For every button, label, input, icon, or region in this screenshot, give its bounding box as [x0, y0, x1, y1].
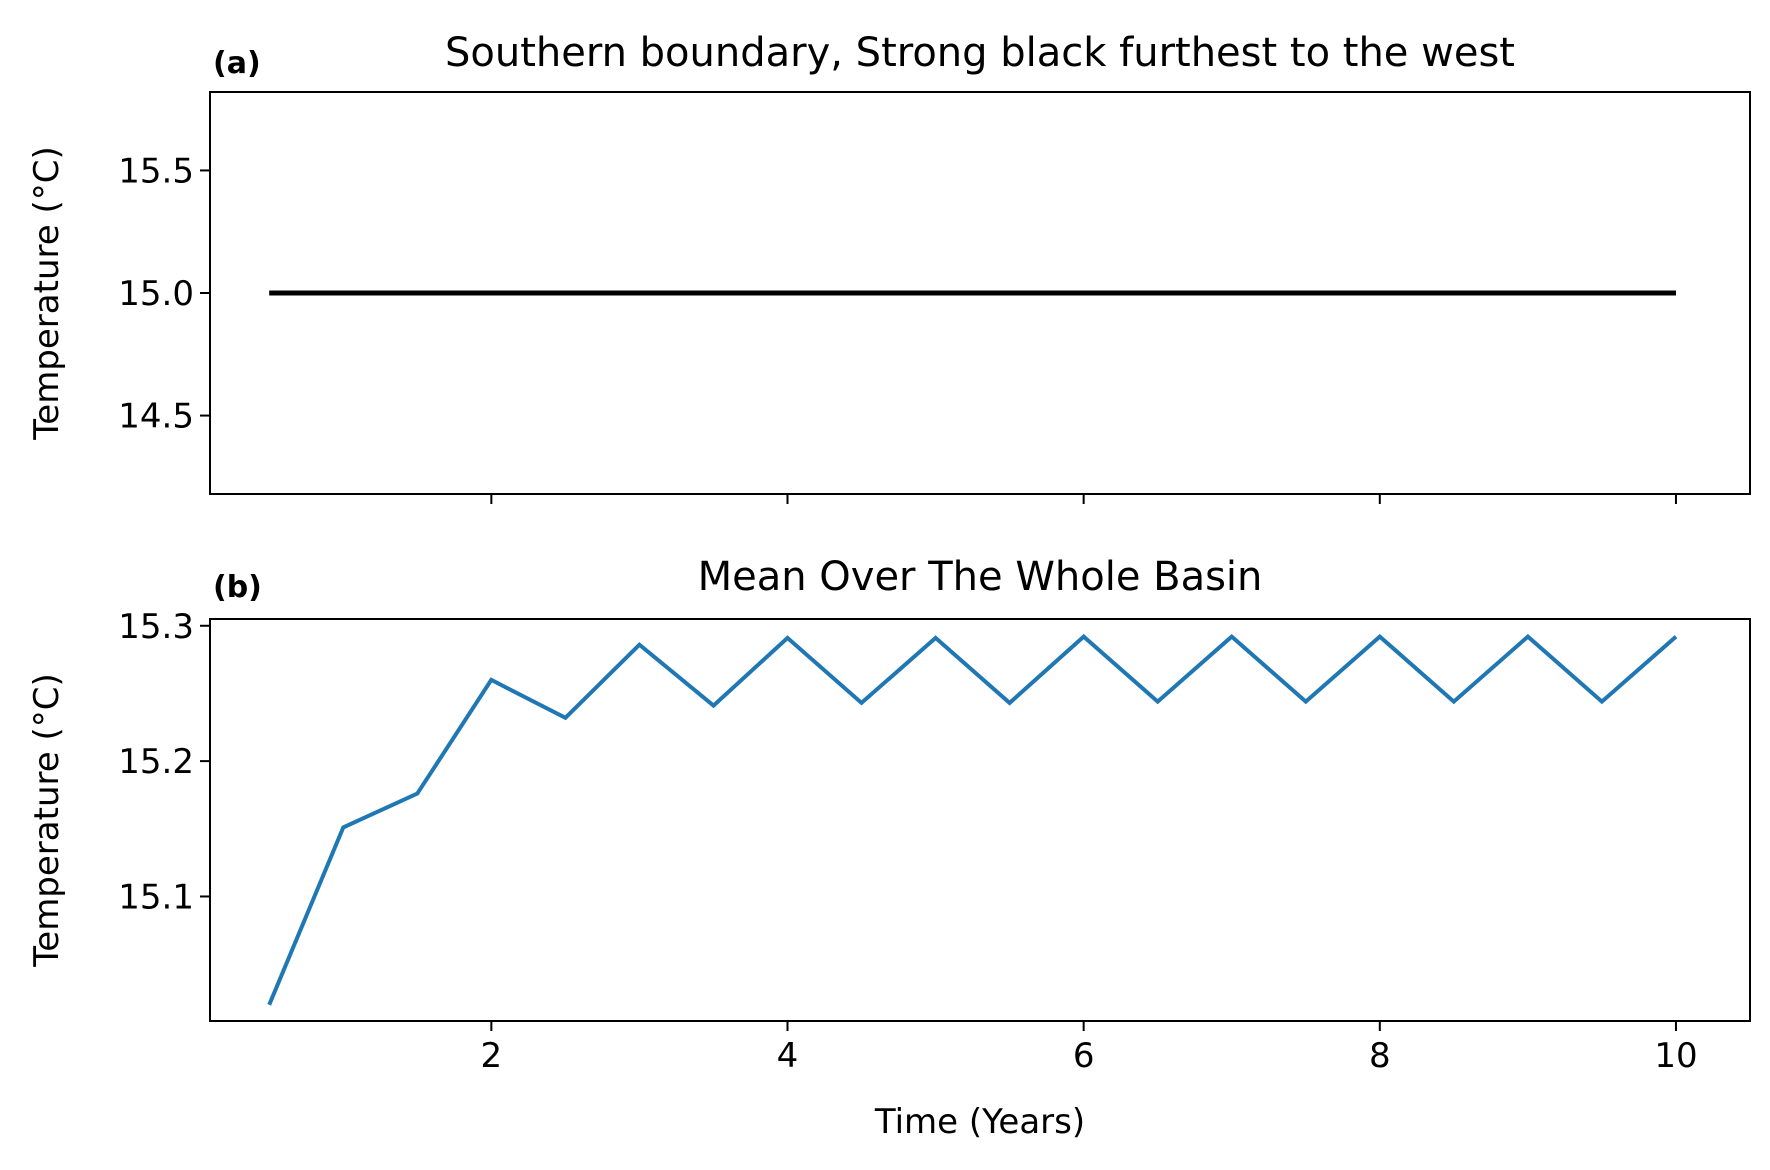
- panel-a: (a) Southern boundary, Strong black furt…: [27, 30, 1751, 504]
- panel-a-x-axis: [490, 494, 1677, 504]
- panel-b-letter: (b): [213, 570, 262, 605]
- panel-b: (b) Mean Over The Whole Basin 15.115.215…: [27, 554, 1751, 1142]
- panel-b-title: Mean Over The Whole Basin: [698, 554, 1263, 600]
- panel-a-ytick-label: 15.0: [118, 274, 194, 314]
- panel-a-letter: (a): [213, 46, 261, 81]
- panel-b-xtick-label: 2: [481, 1036, 503, 1076]
- panel-a-ytick-label: 15.5: [118, 151, 194, 191]
- panel-b-x-axis: 2 4 6 8 10: [481, 1021, 1698, 1076]
- panel-b-xtick-label: 4: [777, 1036, 799, 1076]
- panel-b-plot-area: [267, 633, 1678, 1006]
- panel-a-title: Southern boundary, Strong black furthest…: [445, 30, 1515, 76]
- panel-b-ytick-label: 15.1: [118, 877, 194, 917]
- panel-b-xtick-label: 10: [1654, 1036, 1697, 1076]
- panel-b-xtick-label: 8: [1369, 1036, 1391, 1076]
- panel-b-series-line: [267, 633, 1678, 1006]
- panel-b-x-axis-label: Time (Years): [874, 1102, 1085, 1142]
- panel-b-axes-frame: [209, 618, 1751, 1022]
- panel-a-ytick-label: 14.5: [118, 397, 194, 437]
- panel-b-xtick-label: 6: [1073, 1036, 1095, 1076]
- panel-b-y-axis-label: Temperature (°C): [27, 673, 67, 967]
- panel-b-ytick-label: 15.2: [118, 742, 194, 782]
- panel-a-y-axis: 14.5 15.0 15.5: [118, 151, 210, 437]
- panel-b-y-axis: 15.1 15.2 15.3: [118, 607, 210, 917]
- panel-a-y-axis-label: Temperature (°C): [27, 146, 67, 440]
- panel-b-ytick-label: 15.3: [118, 607, 194, 647]
